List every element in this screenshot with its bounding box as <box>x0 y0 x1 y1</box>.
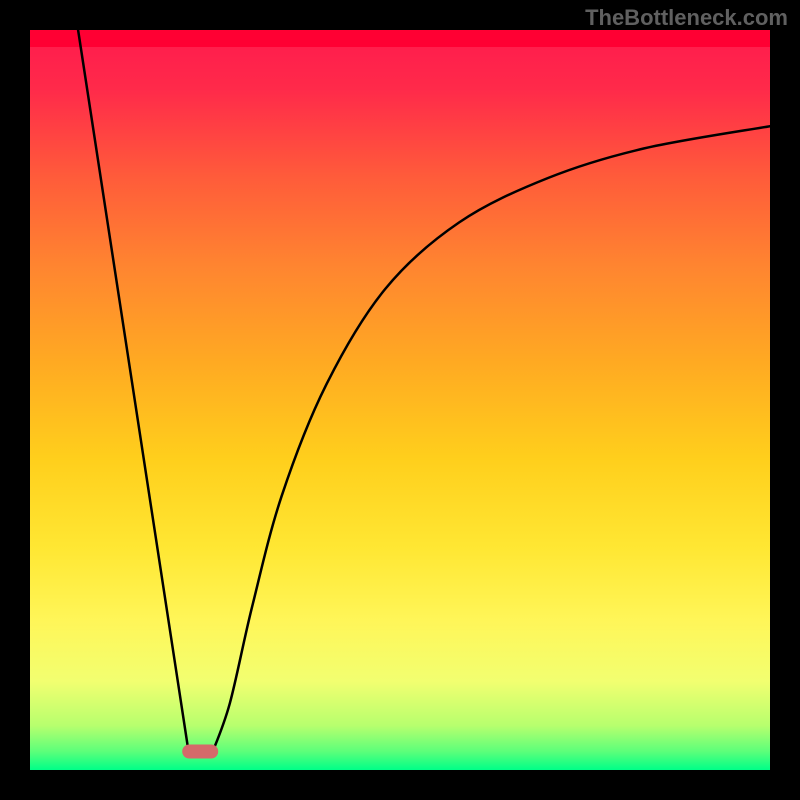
bottleneck-chart: TheBottleneck.com <box>0 0 800 800</box>
top-red-band <box>30 30 770 47</box>
dip-marker <box>182 745 218 759</box>
chart-svg <box>0 0 800 800</box>
gradient-background <box>30 30 770 770</box>
watermark-text: TheBottleneck.com <box>585 5 788 31</box>
